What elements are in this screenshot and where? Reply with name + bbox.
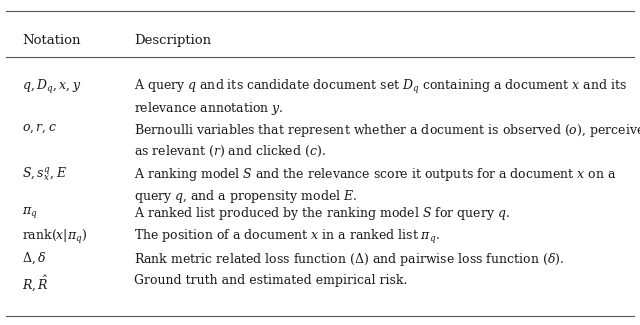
Text: $\mathrm{rank}(x|\pi_q)$: $\mathrm{rank}(x|\pi_q)$ xyxy=(22,227,88,245)
Text: A query $q$ and its candidate document set $D_q$ containing a document $x$ and i: A query $q$ and its candidate document s… xyxy=(134,78,627,96)
Text: Description: Description xyxy=(134,34,212,47)
Text: $\pi_q$: $\pi_q$ xyxy=(22,205,38,220)
Text: $R, \hat{R}$: $R, \hat{R}$ xyxy=(22,274,49,293)
Text: $\Delta, \delta$: $\Delta, \delta$ xyxy=(22,251,47,266)
Text: The position of a document $x$ in a ranked list $\pi_q$.: The position of a document $x$ in a rank… xyxy=(134,227,440,245)
Text: relevance annotation $y$.: relevance annotation $y$. xyxy=(134,100,284,117)
Text: Notation: Notation xyxy=(22,34,81,47)
Text: $o, r, c$: $o, r, c$ xyxy=(22,122,58,135)
Text: Bernoulli variables that represent whether a document is observed ($o$), perceiv: Bernoulli variables that represent wheth… xyxy=(134,122,640,139)
Text: $S, s_x^q, E$: $S, s_x^q, E$ xyxy=(22,166,67,183)
Text: A ranked list produced by the ranking model $S$ for query $q$.: A ranked list produced by the ranking mo… xyxy=(134,205,510,222)
Text: Rank metric related loss function ($\Delta$) and pairwise loss function ($\delta: Rank metric related loss function ($\Del… xyxy=(134,251,564,268)
Text: $q, D_q, x, y$: $q, D_q, x, y$ xyxy=(22,78,82,96)
Text: Ground truth and estimated empirical risk.: Ground truth and estimated empirical ris… xyxy=(134,274,408,287)
Text: query $q$, and a propensity model $E$.: query $q$, and a propensity model $E$. xyxy=(134,188,358,205)
Text: A ranking model $S$ and the relevance score it outputs for a document $x$ on a: A ranking model $S$ and the relevance sc… xyxy=(134,166,617,183)
Text: as relevant ($r$) and clicked ($c$).: as relevant ($r$) and clicked ($c$). xyxy=(134,144,326,159)
